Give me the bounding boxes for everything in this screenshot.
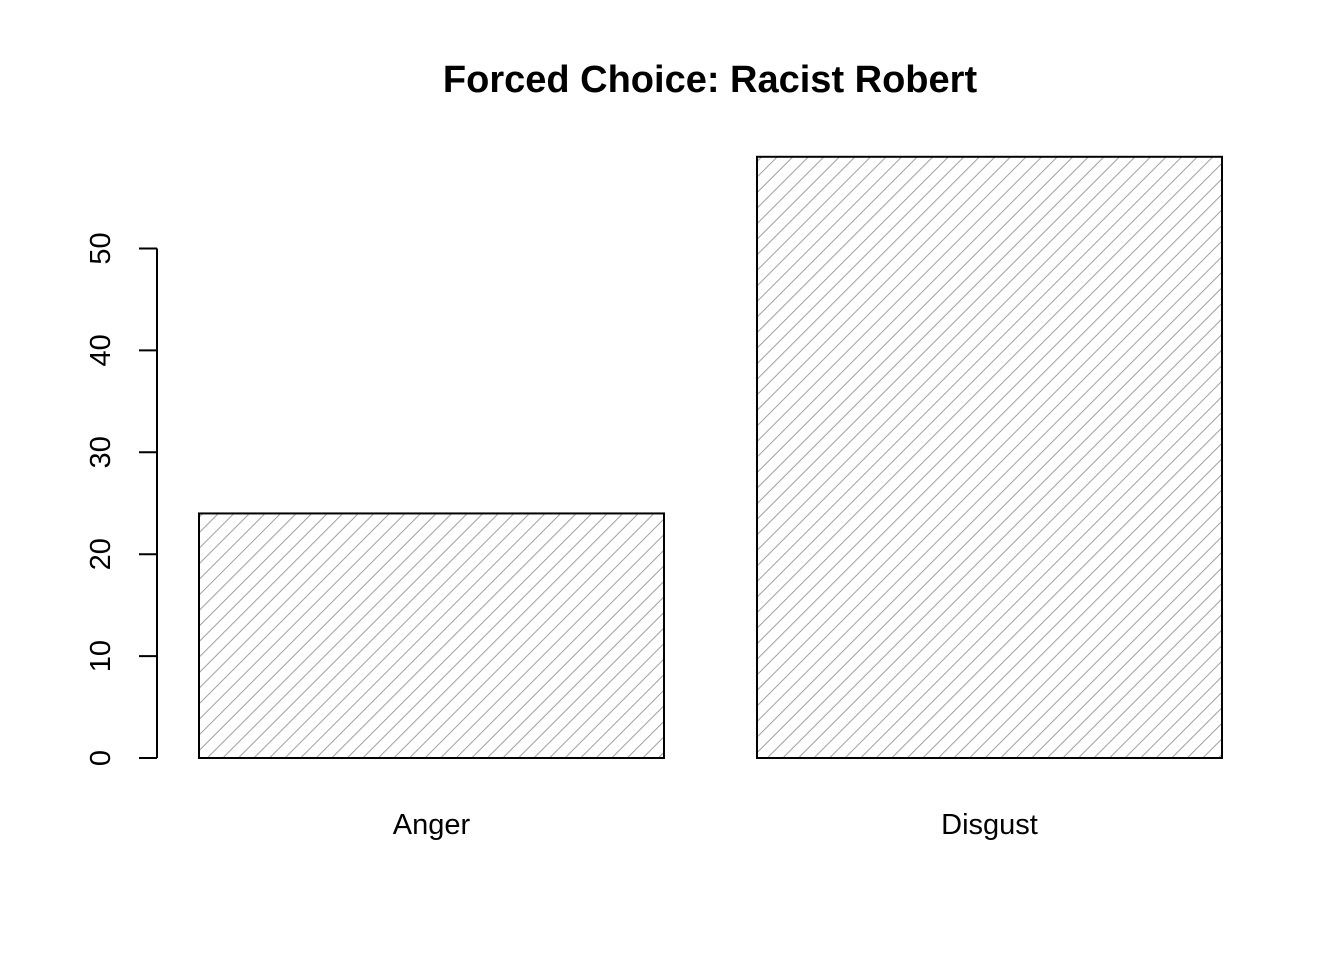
y-tick-label: 30 <box>85 436 117 468</box>
y-tick-label: 40 <box>85 334 117 366</box>
bar-anger <box>198 512 665 759</box>
x-tick-label: Disgust <box>941 809 1038 841</box>
y-tick-label: 10 <box>85 640 117 672</box>
chart-title: Forced Choice: Racist Robert <box>443 59 978 101</box>
y-tick-label: 20 <box>85 538 117 570</box>
y-tick-label: 0 <box>85 750 117 766</box>
x-tick-label: Anger <box>393 809 471 841</box>
y-axis: 0 10 20 30 40 50 <box>85 232 158 766</box>
y-tick-label: 50 <box>85 232 117 264</box>
x-axis-labels: Anger Disgust <box>393 809 1038 841</box>
bars <box>198 155 1223 760</box>
bar-disgust <box>756 155 1223 760</box>
